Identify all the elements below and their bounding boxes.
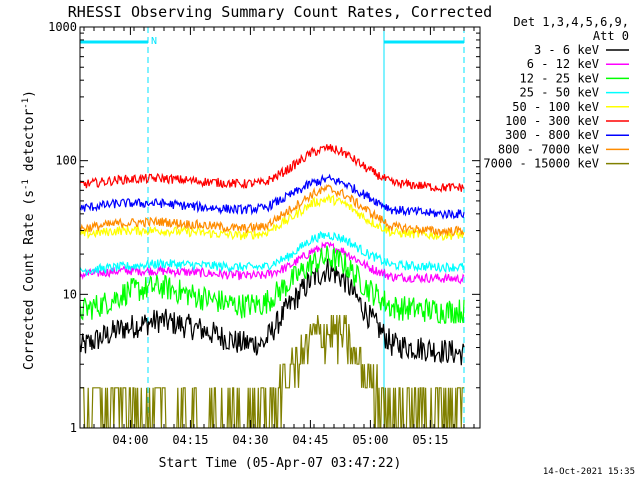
y-axis-label: Corrected Count Rate (s-1 detector-1): [21, 90, 37, 370]
y-tick-label: 10: [63, 287, 77, 301]
legend-label: 25 - 50 keV: [520, 86, 599, 100]
date-stamp: 14-Oct-2021 15:35: [543, 467, 635, 477]
x-axis: 04:00 04:15 04:30 04:45 05:00 05:15: [83, 27, 475, 447]
legend-attenuator: Att 0: [593, 29, 629, 43]
series-line-1: [80, 241, 465, 285]
series-line-5: [80, 144, 465, 194]
legend-label: 6 - 12 keV: [527, 57, 599, 71]
series-line-2: [80, 245, 465, 324]
y-axis-label-sup2: -1: [21, 98, 31, 109]
y-axis-label-part2: detector: [22, 109, 37, 180]
series-line-4: [80, 193, 465, 241]
chart-title: RHESSI Observing Summary Count Rates, Co…: [68, 3, 492, 21]
series-line-0: [80, 258, 465, 366]
legend-label: 3 - 6 keV: [534, 43, 599, 57]
legend-label: 50 - 100 keV: [512, 100, 599, 114]
y-tick-label: 100: [55, 154, 77, 168]
legend-label: 300 - 800 keV: [505, 128, 599, 142]
series-line-8: [80, 314, 464, 428]
y-tick-label: 1: [70, 421, 77, 435]
x-tick-label: 04:45: [292, 433, 328, 447]
y-axis-label-part3: ): [22, 90, 37, 98]
x-tick-label: 04:30: [232, 433, 268, 447]
x-tick-label: 04:00: [112, 433, 148, 447]
plot-frame: [79, 26, 481, 429]
series-layer: [80, 144, 465, 428]
legend-label: 7000 - 15000 keV: [483, 157, 599, 171]
axes: [79, 26, 481, 429]
y-axis: 1 10 100 1000: [48, 20, 480, 435]
x-axis-label: Start Time (05-Apr-07 03:47:22): [159, 456, 402, 471]
marker-label: N: [151, 36, 157, 47]
series-line-3: [80, 230, 465, 277]
x-tick-label: 05:15: [412, 433, 448, 447]
series-line-6: [80, 173, 465, 220]
legend-detectors: Det 1,3,4,5,6,9,: [513, 15, 629, 29]
x-tick-label: 04:15: [172, 433, 208, 447]
legend-label: 800 - 7000 keV: [498, 142, 599, 156]
y-tick-label: 1000: [48, 20, 77, 34]
y-axis-label-sup1: -1: [21, 179, 31, 190]
y-axis-label-part1: Corrected Count Rate (s: [22, 190, 37, 370]
legend-label: 100 - 300 keV: [505, 114, 599, 128]
x-tick-label: 05:00: [352, 433, 388, 447]
series-line-7: [80, 184, 464, 236]
legend-label: 12 - 25 keV: [520, 71, 599, 85]
